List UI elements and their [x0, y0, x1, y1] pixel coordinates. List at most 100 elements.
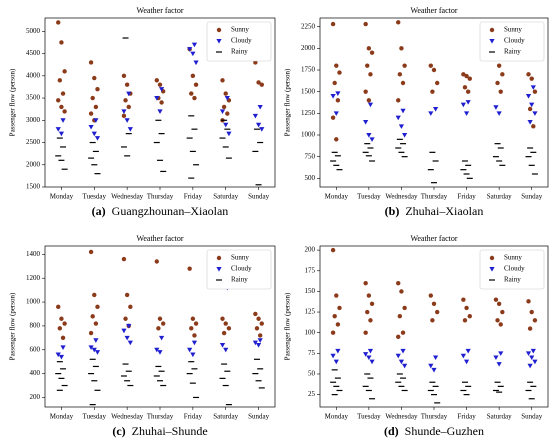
point	[402, 363, 408, 369]
point	[397, 313, 403, 319]
point	[400, 330, 406, 335]
point	[489, 27, 495, 33]
point	[334, 63, 339, 68]
point	[95, 86, 100, 92]
point	[367, 102, 374, 108]
point	[530, 348, 536, 354]
point	[465, 348, 471, 354]
x-tick-label: Thursday	[147, 413, 174, 421]
point	[498, 351, 504, 356]
point	[94, 136, 101, 141]
point	[500, 72, 505, 77]
point	[91, 131, 97, 137]
point	[367, 348, 374, 354]
point	[526, 72, 531, 77]
point	[525, 94, 532, 99]
point	[532, 89, 538, 94]
point	[498, 89, 503, 94]
point	[330, 353, 336, 359]
y-tick-label: 25	[308, 390, 316, 398]
point	[526, 299, 531, 304]
point	[530, 85, 536, 90]
point	[399, 289, 404, 294]
y-tick-label: 400	[30, 369, 41, 377]
point	[430, 318, 435, 323]
point	[223, 321, 228, 326]
point	[369, 137, 375, 142]
y-tick-label: 500	[305, 174, 316, 182]
point	[190, 51, 196, 57]
point	[330, 94, 336, 99]
point	[159, 335, 165, 341]
point	[527, 326, 533, 331]
x-tick-label: Sunday	[521, 413, 543, 421]
y-tick-label: 1000	[301, 131, 316, 139]
y-tick-label: 600	[30, 345, 41, 353]
legend-box	[206, 249, 272, 290]
point	[495, 80, 500, 86]
y-tick-label: 2250	[301, 22, 316, 30]
y-axis-label: Passenger flow (person)	[9, 292, 17, 360]
x-tick-label: Thursday	[421, 413, 448, 421]
x-tick-label: Sunday	[521, 193, 543, 201]
point	[192, 95, 197, 101]
point	[337, 305, 342, 311]
point	[154, 96, 160, 101]
point	[529, 102, 535, 108]
point	[57, 326, 63, 331]
point	[223, 347, 229, 353]
point	[363, 120, 369, 125]
point	[257, 338, 263, 343]
point	[216, 255, 222, 261]
point	[88, 124, 94, 130]
point	[187, 347, 193, 353]
point	[433, 107, 439, 112]
point	[254, 326, 260, 331]
point	[223, 122, 229, 128]
point	[396, 98, 401, 103]
point	[368, 318, 373, 323]
point	[126, 104, 131, 110]
x-tick-label: Sunday	[248, 413, 270, 421]
x-tick-label: Wednesday	[385, 193, 418, 201]
point	[88, 330, 94, 336]
point	[337, 70, 342, 75]
x-tick-label: Tuesday	[357, 193, 381, 201]
point	[428, 293, 433, 298]
point	[156, 326, 161, 331]
point	[460, 102, 466, 108]
point	[154, 78, 159, 83]
y-tick-label: 1250	[301, 109, 316, 117]
point	[124, 118, 130, 123]
point	[330, 21, 336, 27]
caption: (a) Guangzhounan–Xiaolan	[92, 204, 229, 218]
y-tick-label: 1200	[26, 274, 41, 282]
point	[532, 111, 538, 116]
point	[56, 304, 61, 310]
chart-title: Weather factor	[410, 234, 457, 243]
x-tick-label: Saturday	[213, 193, 238, 201]
point	[496, 301, 502, 306]
point	[252, 113, 258, 119]
x-tick-label: Monday	[325, 193, 349, 201]
y-tick-label: 75	[308, 349, 316, 357]
point	[464, 305, 469, 311]
point	[363, 330, 368, 335]
point	[216, 267, 222, 272]
x-tick-label: Monday	[50, 413, 74, 421]
point	[493, 355, 499, 361]
point	[396, 20, 401, 25]
legend-label: Sunny	[231, 26, 249, 34]
point	[332, 80, 337, 86]
point	[467, 313, 472, 319]
point	[224, 96, 230, 101]
point	[216, 27, 222, 33]
point	[395, 115, 401, 121]
point	[55, 127, 61, 132]
y-tick-label: 2000	[26, 160, 41, 168]
point	[161, 321, 166, 326]
point	[428, 63, 433, 68]
x-tick-label: Friday	[457, 193, 476, 201]
point	[157, 109, 163, 114]
point	[127, 127, 133, 132]
